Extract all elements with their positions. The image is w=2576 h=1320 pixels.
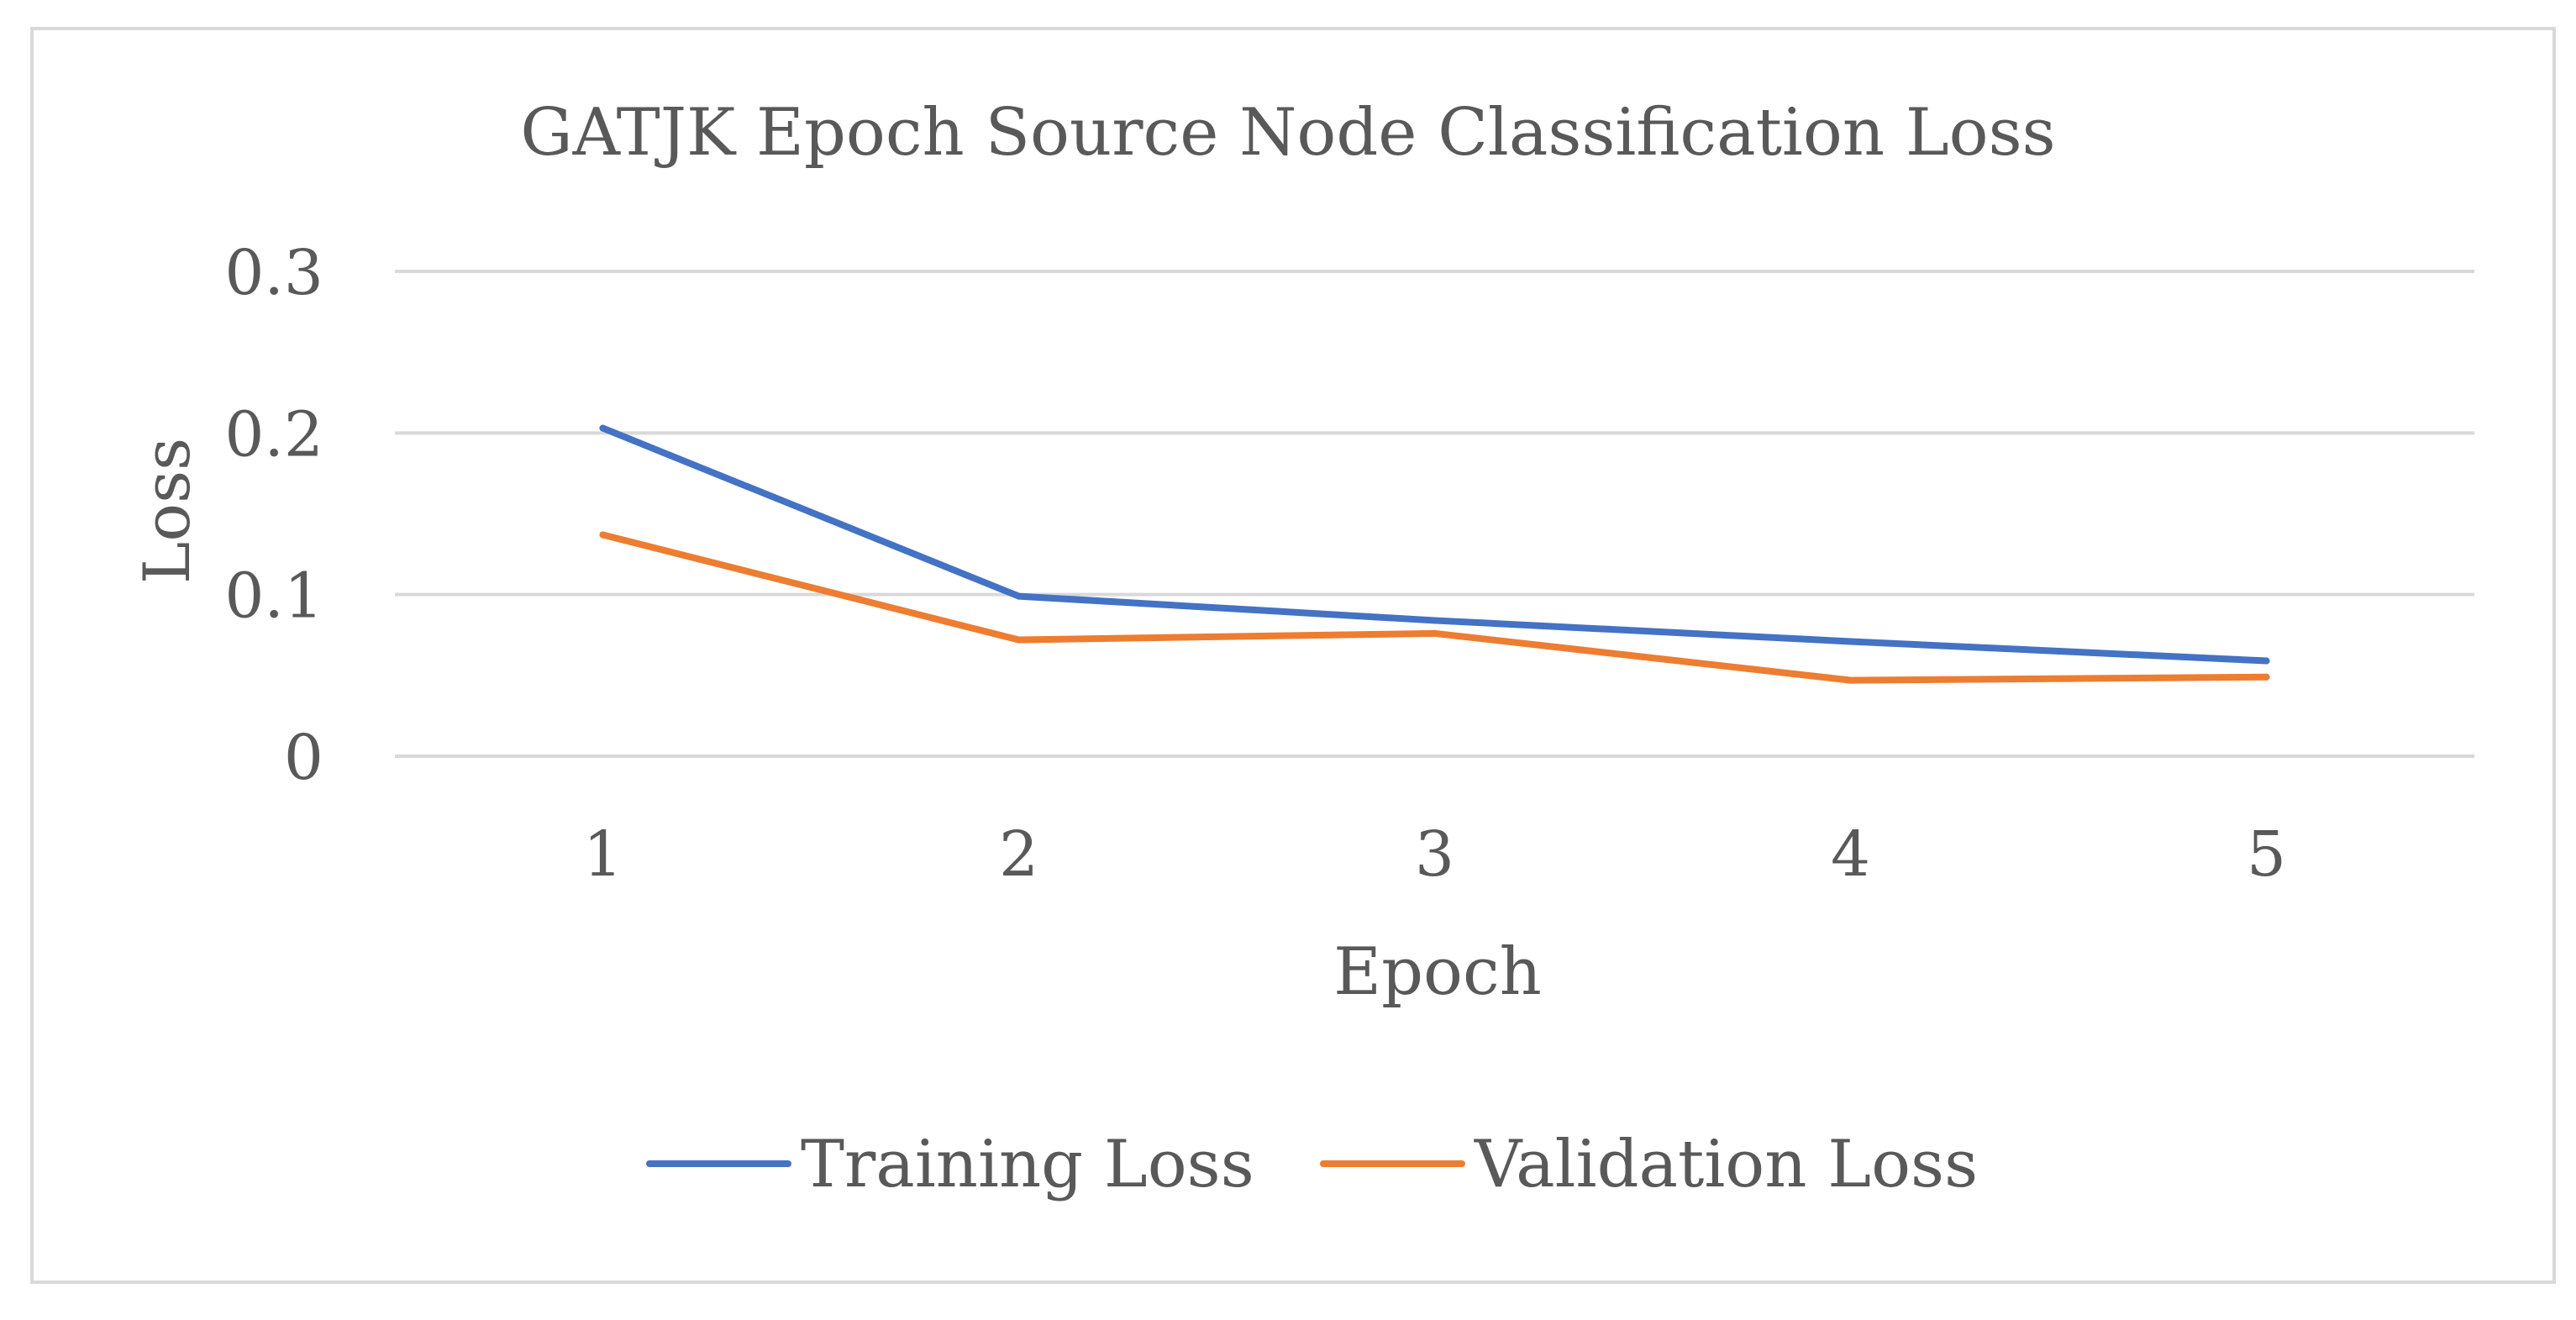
- legend-label-0: Training Loss: [801, 1127, 1254, 1202]
- y-axis-label: Loss: [129, 438, 204, 584]
- series-line-1: [599, 531, 2270, 684]
- chart-title: GATJK Epoch Source Node Classification L…: [520, 95, 2055, 171]
- data-point: [1015, 636, 1023, 644]
- legend-label-1: Validation Loss: [1474, 1127, 1978, 1202]
- data-point: [1847, 638, 1854, 645]
- data-point: [2263, 657, 2270, 665]
- x-tick-label: 3: [1415, 818, 1454, 891]
- x-axis-label: Epoch: [1333, 934, 1542, 1010]
- x-tick-label: 4: [1831, 818, 1870, 891]
- y-axis-ticks: 0 0.1 0.2 0.3: [224, 237, 323, 794]
- x-tick-label: 1: [583, 818, 623, 891]
- data-point: [1015, 592, 1023, 600]
- data-point: [2263, 673, 2270, 681]
- x-tick-label: 5: [2247, 818, 2286, 891]
- legend: Training Loss Validation Loss: [646, 1127, 1978, 1202]
- series-layer: [599, 424, 2270, 684]
- grid-layer: [395, 270, 2474, 758]
- data-point: [1847, 676, 1854, 684]
- data-point: [1431, 617, 1438, 624]
- y-tick-label: 0.2: [224, 398, 323, 471]
- data-point: [599, 424, 607, 432]
- y-tick-label: 0: [284, 722, 323, 794]
- series-line-0: [599, 424, 2270, 665]
- y-tick-label: 0.1: [224, 560, 323, 633]
- x-axis-ticks: 1 2 3 4 5: [583, 818, 2286, 891]
- data-point: [1431, 629, 1438, 637]
- x-tick-label: 2: [999, 818, 1038, 891]
- data-point: [599, 531, 607, 539]
- y-tick-label: 0.3: [224, 237, 323, 309]
